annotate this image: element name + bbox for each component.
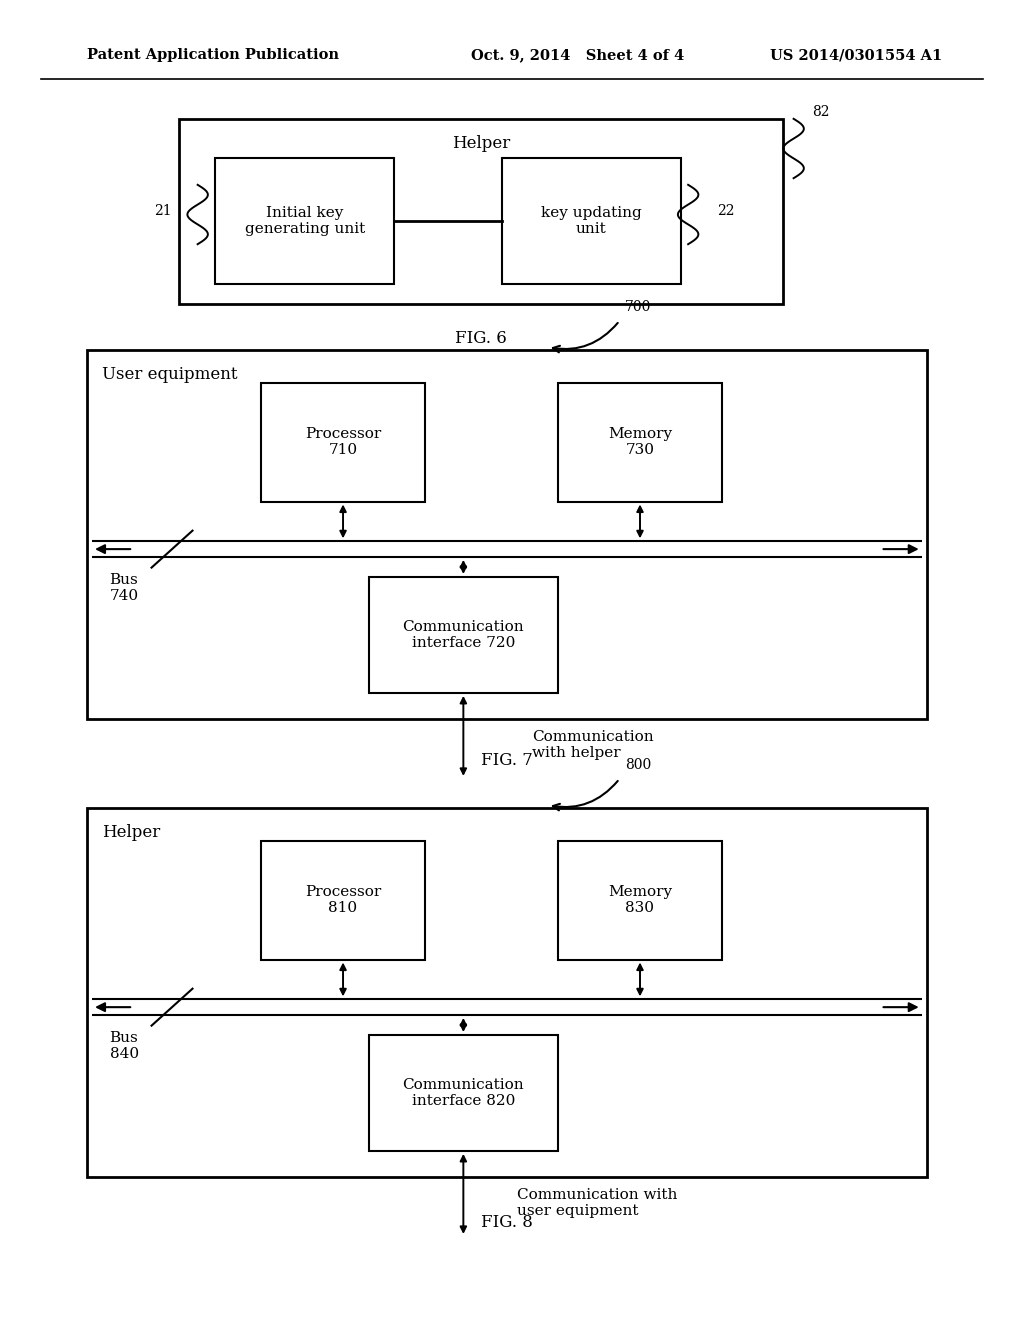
Text: Oct. 9, 2014   Sheet 4 of 4: Oct. 9, 2014 Sheet 4 of 4 bbox=[471, 49, 684, 62]
Text: Communication
interface 820: Communication interface 820 bbox=[402, 1078, 524, 1107]
Bar bbox=[261, 841, 425, 960]
Bar bbox=[87, 350, 927, 719]
Text: 22: 22 bbox=[717, 205, 734, 218]
Text: key updating
unit: key updating unit bbox=[541, 206, 642, 236]
Text: 700: 700 bbox=[625, 300, 651, 314]
Text: FIG. 7: FIG. 7 bbox=[481, 752, 532, 770]
Bar bbox=[179, 119, 783, 304]
Text: Processor
810: Processor 810 bbox=[305, 886, 381, 915]
Text: FIG. 6: FIG. 6 bbox=[456, 330, 507, 347]
Bar bbox=[558, 841, 722, 960]
Text: Initial key
generating unit: Initial key generating unit bbox=[245, 206, 365, 236]
Text: Helper: Helper bbox=[453, 135, 510, 152]
Text: Bus
840: Bus 840 bbox=[110, 1031, 138, 1061]
Text: Communication with
user equipment: Communication with user equipment bbox=[517, 1188, 678, 1218]
Text: Memory
730: Memory 730 bbox=[608, 428, 672, 457]
Bar bbox=[502, 158, 681, 284]
Text: US 2014/0301554 A1: US 2014/0301554 A1 bbox=[770, 49, 942, 62]
Text: 82: 82 bbox=[812, 104, 829, 119]
Text: User equipment: User equipment bbox=[102, 366, 238, 383]
Text: Patent Application Publication: Patent Application Publication bbox=[87, 49, 339, 62]
Bar bbox=[369, 577, 558, 693]
Bar bbox=[558, 383, 722, 502]
Bar bbox=[87, 808, 927, 1177]
Text: 800: 800 bbox=[625, 758, 651, 772]
Text: Bus
740: Bus 740 bbox=[110, 573, 138, 603]
Text: Communication
with helper: Communication with helper bbox=[532, 730, 654, 760]
Text: Helper: Helper bbox=[102, 824, 161, 841]
Bar bbox=[215, 158, 394, 284]
Text: FIG. 8: FIG. 8 bbox=[481, 1214, 532, 1232]
Text: 21: 21 bbox=[155, 205, 172, 218]
Text: Memory
830: Memory 830 bbox=[608, 886, 672, 915]
Bar bbox=[369, 1035, 558, 1151]
Bar bbox=[261, 383, 425, 502]
Text: Communication
interface 720: Communication interface 720 bbox=[402, 620, 524, 649]
Text: Processor
710: Processor 710 bbox=[305, 428, 381, 457]
